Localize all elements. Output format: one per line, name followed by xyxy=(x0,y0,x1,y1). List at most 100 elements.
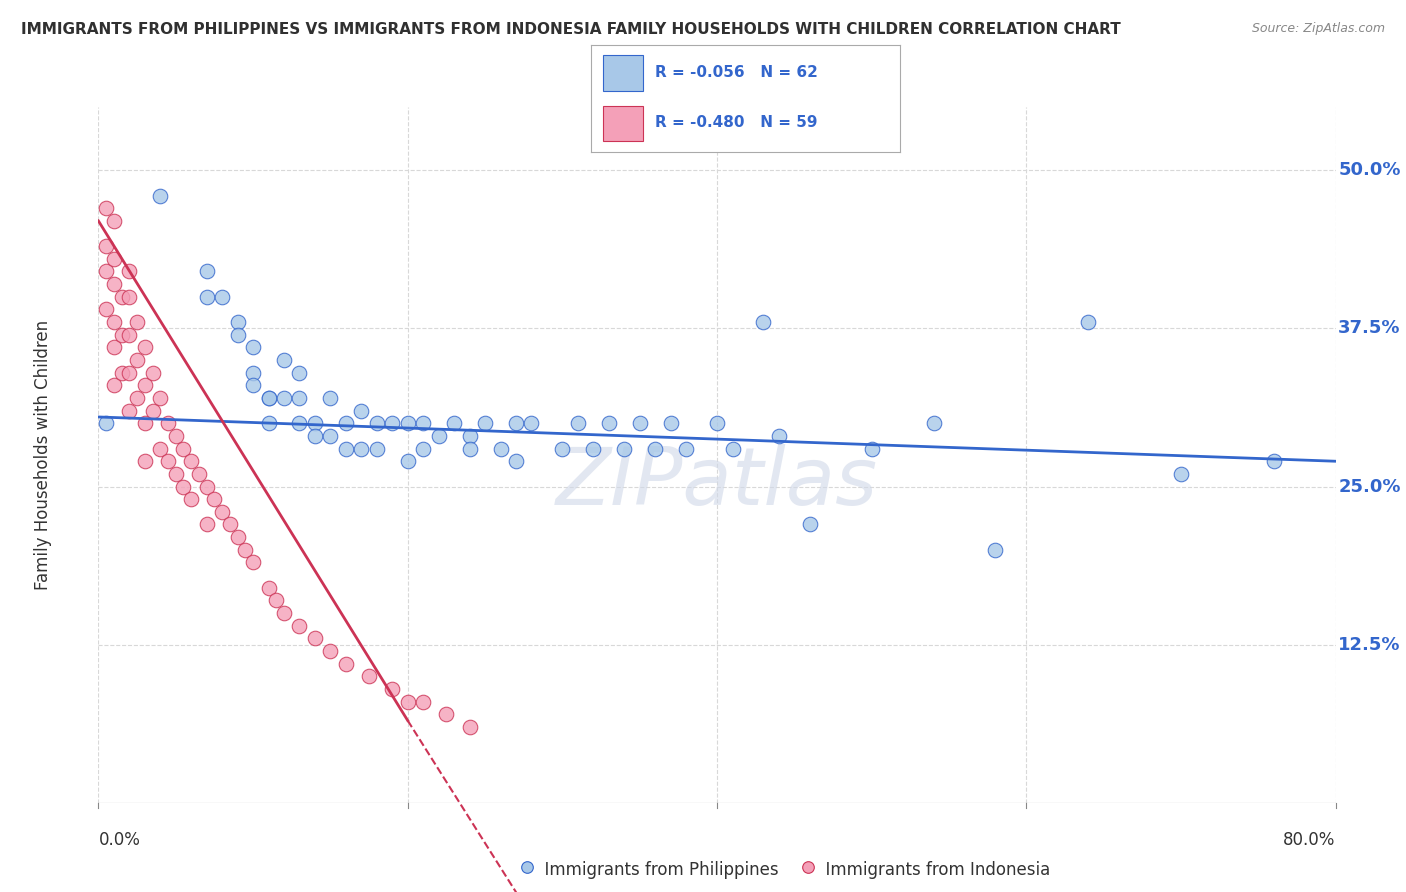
Point xyxy=(96,239,118,253)
Point xyxy=(598,417,620,431)
Point xyxy=(659,417,682,431)
Point xyxy=(319,429,342,443)
Point xyxy=(96,201,118,215)
Point xyxy=(799,517,821,532)
Point xyxy=(613,442,636,456)
Point xyxy=(768,429,790,443)
Text: 80.0%: 80.0% xyxy=(1284,830,1336,848)
Point xyxy=(264,593,288,607)
Point xyxy=(219,517,242,532)
Point xyxy=(1170,467,1192,481)
Point xyxy=(211,290,233,304)
Point xyxy=(396,454,419,468)
Point xyxy=(706,417,728,431)
Point xyxy=(1263,454,1285,468)
Point xyxy=(103,315,125,329)
Point xyxy=(180,454,202,468)
Point xyxy=(516,860,538,874)
Point xyxy=(149,442,172,456)
Point xyxy=(288,618,311,632)
Text: ZIPatlas: ZIPatlas xyxy=(555,443,879,522)
Point xyxy=(273,606,295,620)
Text: Immigrants from Philippines: Immigrants from Philippines xyxy=(534,861,779,879)
Point xyxy=(149,188,172,202)
Point xyxy=(582,442,605,456)
Point xyxy=(96,417,118,431)
Point xyxy=(366,442,388,456)
Point xyxy=(381,417,404,431)
Point xyxy=(233,542,257,557)
Point xyxy=(443,417,465,431)
Point xyxy=(111,327,132,342)
Point xyxy=(319,391,342,405)
Point xyxy=(505,454,527,468)
Point xyxy=(103,214,125,228)
Point xyxy=(273,353,295,368)
Point xyxy=(127,391,149,405)
Point xyxy=(721,442,744,456)
Point xyxy=(427,429,450,443)
Point xyxy=(195,517,218,532)
Point xyxy=(134,340,156,354)
Point xyxy=(458,429,481,443)
Point xyxy=(157,454,180,468)
Point xyxy=(172,442,194,456)
Point xyxy=(436,707,458,722)
Bar xyxy=(603,55,643,91)
Text: R = -0.480   N = 59: R = -0.480 N = 59 xyxy=(655,115,818,129)
Point xyxy=(458,720,481,734)
Point xyxy=(111,290,132,304)
Point xyxy=(103,378,125,392)
Point xyxy=(242,556,264,570)
Point xyxy=(134,378,156,392)
Point xyxy=(335,442,357,456)
Point xyxy=(118,366,141,380)
Point xyxy=(226,530,249,544)
Text: Source: ZipAtlas.com: Source: ZipAtlas.com xyxy=(1251,22,1385,36)
Point xyxy=(505,417,527,431)
Point xyxy=(860,442,883,456)
Point xyxy=(381,681,404,696)
Point xyxy=(141,403,165,417)
Point xyxy=(180,492,202,507)
Point xyxy=(350,442,373,456)
Point xyxy=(551,442,574,456)
Point xyxy=(288,391,311,405)
Point xyxy=(984,542,1007,557)
Point xyxy=(520,417,543,431)
Point xyxy=(257,581,280,595)
Point xyxy=(188,467,211,481)
Point xyxy=(474,417,496,431)
Point xyxy=(118,264,141,278)
Text: 12.5%: 12.5% xyxy=(1339,636,1400,654)
Point xyxy=(567,417,589,431)
Point xyxy=(335,657,357,671)
Point xyxy=(304,417,326,431)
Point xyxy=(242,378,264,392)
Point xyxy=(195,290,218,304)
Point xyxy=(204,492,226,507)
Text: 0.0%: 0.0% xyxy=(98,830,141,848)
Point xyxy=(195,479,218,493)
Point xyxy=(141,366,165,380)
Point xyxy=(134,454,156,468)
Point xyxy=(288,417,311,431)
Point xyxy=(412,695,434,709)
Point xyxy=(211,505,233,519)
Point xyxy=(242,340,264,354)
Point xyxy=(357,669,380,683)
Point xyxy=(103,277,125,292)
Point xyxy=(127,315,149,329)
Point xyxy=(273,391,295,405)
Point xyxy=(111,366,132,380)
Point xyxy=(118,290,141,304)
Text: R = -0.056   N = 62: R = -0.056 N = 62 xyxy=(655,65,818,80)
Point xyxy=(335,417,357,431)
Point xyxy=(127,353,149,368)
Point xyxy=(103,252,125,266)
Point xyxy=(644,442,666,456)
Text: Family Households with Children: Family Households with Children xyxy=(34,320,52,590)
Point xyxy=(396,695,419,709)
Point xyxy=(242,366,264,380)
Point xyxy=(149,391,172,405)
